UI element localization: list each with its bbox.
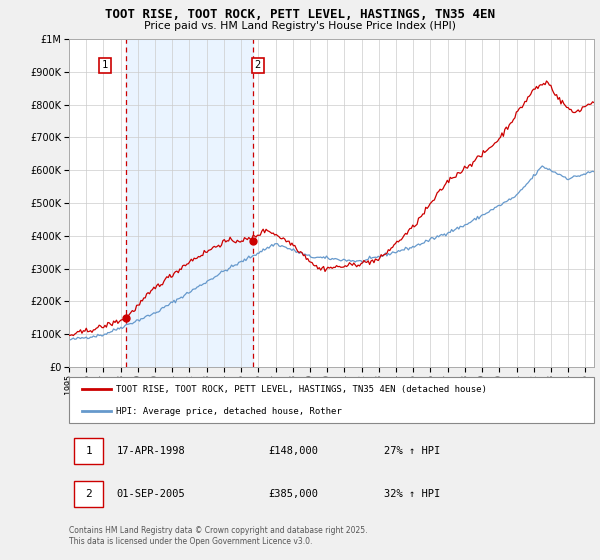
Text: 32% ↑ HPI: 32% ↑ HPI <box>384 489 440 499</box>
Bar <box>126 39 253 367</box>
Text: 1: 1 <box>102 60 108 71</box>
Text: 2: 2 <box>255 60 261 71</box>
Text: Contains HM Land Registry data © Crown copyright and database right 2025.
This d: Contains HM Land Registry data © Crown c… <box>69 526 367 546</box>
Text: TOOT RISE, TOOT ROCK, PETT LEVEL, HASTINGS, TN35 4EN (detached house): TOOT RISE, TOOT ROCK, PETT LEVEL, HASTIN… <box>116 385 487 394</box>
Text: Price paid vs. HM Land Registry's House Price Index (HPI): Price paid vs. HM Land Registry's House … <box>144 21 456 31</box>
Text: TOOT RISE, TOOT ROCK, PETT LEVEL, HASTINGS, TN35 4EN: TOOT RISE, TOOT ROCK, PETT LEVEL, HASTIN… <box>105 8 495 21</box>
Text: £385,000: £385,000 <box>269 489 319 499</box>
Text: 01-SEP-2005: 01-SEP-2005 <box>116 489 185 499</box>
Text: £148,000: £148,000 <box>269 446 319 456</box>
Text: 17-APR-1998: 17-APR-1998 <box>116 446 185 456</box>
Text: 2: 2 <box>85 489 92 499</box>
FancyBboxPatch shape <box>74 438 103 464</box>
Text: HPI: Average price, detached house, Rother: HPI: Average price, detached house, Roth… <box>116 407 342 416</box>
Text: 27% ↑ HPI: 27% ↑ HPI <box>384 446 440 456</box>
Text: 1: 1 <box>85 446 92 456</box>
FancyBboxPatch shape <box>74 480 103 507</box>
FancyBboxPatch shape <box>69 377 594 423</box>
